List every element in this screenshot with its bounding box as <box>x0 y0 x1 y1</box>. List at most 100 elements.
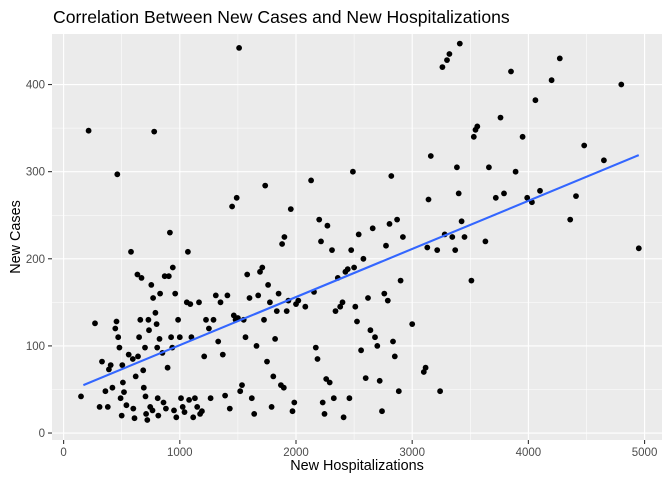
data-point <box>153 321 160 327</box>
data-point <box>253 343 260 349</box>
y-axis-ticks: 0 100 200 300 400 <box>26 80 52 440</box>
data-point <box>474 123 481 130</box>
data-point <box>237 388 244 395</box>
data-point <box>154 395 161 402</box>
data-point <box>229 203 236 210</box>
y-tick-label: 300 <box>26 167 45 179</box>
chart-title: Correlation Between New Cases and New Ho… <box>53 7 510 27</box>
data-point <box>358 347 364 354</box>
data-point <box>424 244 431 251</box>
data-point <box>117 395 124 402</box>
y-axis-title: New Cases <box>8 200 24 274</box>
data-point <box>261 316 267 323</box>
y-tick-label: 200 <box>26 254 45 266</box>
data-point <box>118 412 125 419</box>
data-point <box>312 344 319 351</box>
data-point <box>314 356 321 362</box>
data-point <box>330 395 337 402</box>
data-point <box>332 308 339 314</box>
data-point <box>130 405 137 412</box>
data-point <box>486 164 492 171</box>
data-point <box>383 242 389 249</box>
data-point <box>355 231 362 238</box>
data-point <box>192 395 198 402</box>
data-point <box>273 308 280 314</box>
data-point <box>150 295 157 301</box>
data-point <box>185 248 191 255</box>
data-point <box>324 222 331 229</box>
data-point <box>381 290 388 297</box>
data-point <box>244 271 251 278</box>
data-point <box>635 245 642 252</box>
minor-gridlines <box>52 34 662 440</box>
data-point <box>152 309 159 316</box>
data-point <box>618 81 625 88</box>
data-point <box>289 408 296 415</box>
x-tick-label: 3000 <box>399 447 425 459</box>
data-point <box>116 344 123 351</box>
data-point <box>384 297 391 304</box>
data-point <box>102 388 109 395</box>
data-point <box>337 303 344 310</box>
data-point <box>512 168 519 175</box>
data-point <box>149 407 156 414</box>
data-point <box>386 221 393 227</box>
data-point <box>501 190 507 197</box>
data-point <box>455 190 462 197</box>
data-point <box>283 308 290 314</box>
data-point <box>199 408 205 415</box>
data-point <box>112 325 119 332</box>
x-tick-label: 2000 <box>283 447 309 459</box>
data-point <box>280 384 287 391</box>
data-point <box>326 379 333 386</box>
data-point <box>173 414 180 421</box>
data-point <box>142 393 149 400</box>
data-point <box>369 225 376 232</box>
data-point <box>187 301 194 307</box>
data-point <box>329 247 335 254</box>
data-point <box>319 399 326 406</box>
data-point <box>251 411 258 417</box>
x-tick-label: 0 <box>60 447 66 459</box>
data-point <box>164 364 171 371</box>
data-point <box>143 411 150 417</box>
data-point <box>272 336 278 342</box>
data-point <box>321 411 328 417</box>
data-point <box>215 338 222 345</box>
data-point <box>119 362 126 368</box>
data-point <box>581 142 588 149</box>
data-point <box>344 266 351 273</box>
data-point <box>262 182 269 189</box>
data-point <box>275 290 282 297</box>
data-point <box>362 375 369 381</box>
data-point <box>107 362 114 368</box>
data-point <box>233 194 240 201</box>
data-point <box>497 114 504 121</box>
data-point <box>131 415 138 422</box>
data-point <box>132 373 139 380</box>
data-point <box>210 316 217 323</box>
data-point <box>291 399 298 406</box>
data-point <box>492 194 499 201</box>
data-point <box>148 282 155 288</box>
data-point <box>178 395 184 402</box>
data-point <box>395 388 402 395</box>
data-point <box>259 264 266 271</box>
data-point <box>175 316 182 323</box>
data-point <box>137 316 144 323</box>
data-point <box>302 303 309 310</box>
data-point <box>138 275 145 281</box>
y-tick-label: 100 <box>26 341 45 353</box>
data-point <box>144 417 151 423</box>
data-point <box>113 318 120 325</box>
data-point <box>123 402 130 409</box>
data-point <box>242 334 249 341</box>
data-point <box>134 271 141 278</box>
data-point <box>196 299 202 306</box>
data-point <box>104 404 111 410</box>
data-point <box>156 336 163 342</box>
data-point <box>376 377 383 384</box>
data-point <box>548 77 555 84</box>
